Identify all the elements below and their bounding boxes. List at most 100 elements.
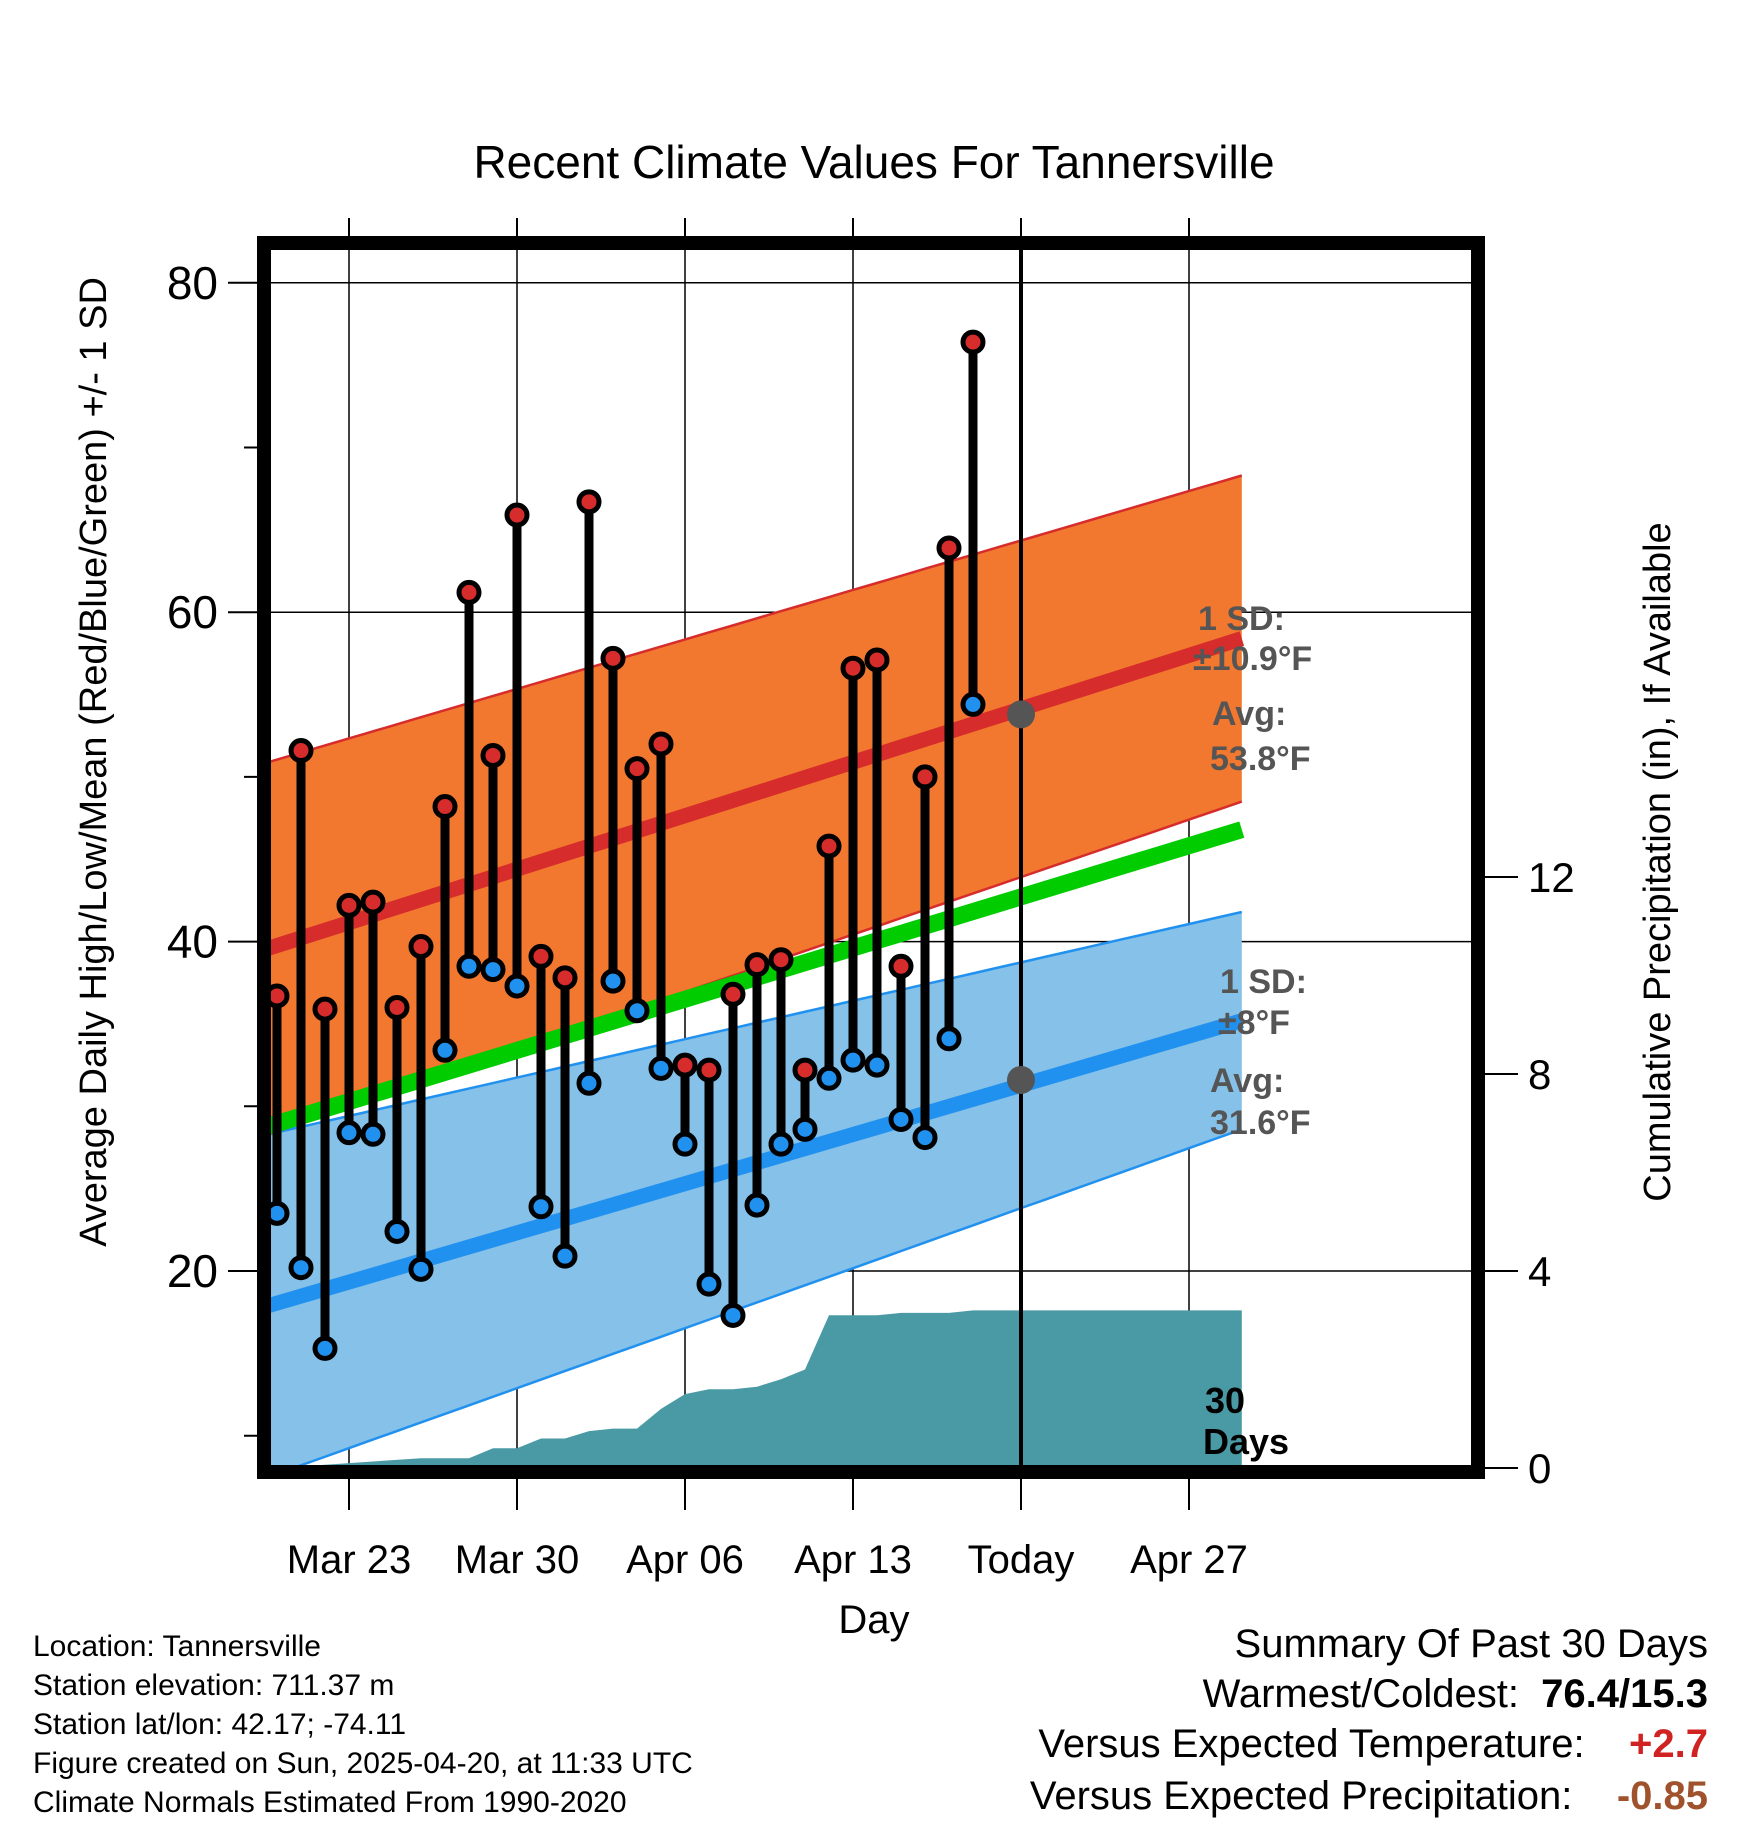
low-point-19	[720, 1302, 746, 1328]
normals-text: Climate Normals Estimated From 1990-2020	[33, 1786, 627, 1819]
low-point-9	[480, 957, 506, 983]
high-point-28	[936, 535, 962, 561]
low-point-12	[552, 1243, 578, 1269]
summary-precip-value: -0.85	[1616, 1774, 1708, 1818]
summary-temp-value: +2.7	[1629, 1722, 1708, 1766]
x-tick-label-0: Mar 23	[287, 1538, 412, 1582]
high-point-15	[624, 756, 650, 782]
low-point-22	[792, 1116, 818, 1142]
low-point-8	[456, 953, 482, 979]
low-point-25	[864, 1052, 890, 1078]
summary-heading: Summary Of Past 30 Days	[1234, 1622, 1708, 1666]
elevation-text: Station elevation: 711.37 m	[33, 1669, 395, 1702]
low-point-6	[408, 1256, 434, 1282]
x-tick-label-5: Apr 27	[1130, 1538, 1248, 1582]
low-point-29	[960, 691, 986, 717]
summary-precip-label: Versus Expected Precipitation:	[1029, 1774, 1573, 1818]
normal-high-line	[268, 631, 1245, 956]
y-axis-label-left: Average Daily High/Low/Mean (Red/Blue/Gr…	[73, 277, 115, 1247]
low-point-11	[528, 1194, 554, 1220]
x-axis-label: Day	[838, 1598, 909, 1642]
high-point-5	[384, 994, 410, 1020]
low-sd-value: ±8°F	[1218, 1004, 1290, 1042]
high-point-6	[408, 934, 434, 960]
low-point-10	[504, 973, 530, 999]
window-days-number: 30	[1205, 1380, 1245, 1421]
summary-warmest-value: 76.4/15.3	[1541, 1672, 1708, 1716]
y-left-tick-label-3: 80	[167, 257, 218, 309]
low-avg-value: 31.6°F	[1210, 1104, 1311, 1142]
high-point-21	[768, 947, 794, 973]
y-left-tick-label-1: 40	[167, 916, 218, 968]
low-sd-label: 1 SD:	[1220, 963, 1307, 1001]
y-right-tick-label-0: 0	[1528, 1445, 1551, 1492]
high-point-27	[912, 764, 938, 790]
x-tick-label-2: Apr 06	[626, 1538, 744, 1582]
normal-low-lower-edge	[289, 1128, 1243, 1468]
low-point-26	[888, 1106, 914, 1132]
high-point-24	[840, 655, 866, 681]
high-point-4	[360, 889, 386, 915]
high-point-20	[744, 952, 770, 978]
low-point-17	[672, 1131, 698, 1157]
low-point-1	[288, 1255, 314, 1281]
low-point-27	[912, 1125, 938, 1151]
y-axis-label-right: Cumulative Precipitation (in), If Availa…	[1637, 522, 1679, 1201]
low-point-16	[648, 1055, 674, 1081]
low-point-0	[268, 1200, 290, 1226]
plot-frame	[257, 236, 1485, 1479]
high-point-13	[576, 489, 602, 515]
created-text: Figure created on Sun, 2025-04-20, at 11…	[33, 1747, 693, 1780]
high-point-22	[792, 1057, 818, 1083]
y-right-tick-label-2: 8	[1528, 1051, 1551, 1098]
high-point-0	[268, 983, 290, 1009]
normal-high-upper-edge	[268, 474, 1243, 764]
high-point-14	[600, 645, 626, 671]
summary-warmest-label: Warmest/Coldest:	[1202, 1672, 1519, 1716]
low-point-5	[384, 1218, 410, 1244]
high-point-11	[528, 943, 554, 969]
low-point-15	[624, 998, 650, 1024]
latlon-text: Station lat/lon: 42.17; -74.11	[33, 1708, 407, 1741]
summary-temp: Versus Expected Temperature: +2.7	[1038, 1722, 1708, 1767]
high-point-12	[552, 965, 578, 991]
high-point-19	[720, 981, 746, 1007]
high-sd-value: ±10.9°F	[1193, 640, 1312, 678]
summary-temp-label: Versus Expected Temperature:	[1038, 1722, 1585, 1766]
high-point-3	[336, 892, 362, 918]
high-point-18	[696, 1057, 722, 1083]
high-avg-label: Avg:	[1212, 695, 1286, 733]
low-avg-label: Avg:	[1210, 1062, 1284, 1100]
high-point-17	[672, 1052, 698, 1078]
high-point-1	[288, 738, 314, 764]
y-left-tick-label-0: 20	[167, 1245, 218, 1297]
normal-high-sd-band	[268, 475, 1242, 1135]
low-avg-marker	[1007, 1065, 1035, 1094]
x-tick-label-3: Apr 13	[794, 1538, 912, 1582]
high-avg-value: 53.8°F	[1210, 740, 1311, 778]
high-point-23	[816, 833, 842, 859]
low-point-28	[936, 1026, 962, 1052]
precip-area	[277, 1310, 1242, 1468]
high-point-29	[960, 329, 986, 355]
high-point-9	[480, 742, 506, 768]
high-point-2	[312, 996, 338, 1022]
high-point-8	[456, 579, 482, 605]
low-point-21	[768, 1131, 794, 1157]
high-point-7	[432, 794, 458, 820]
low-point-7	[432, 1037, 458, 1063]
low-point-18	[696, 1271, 722, 1297]
high-point-26	[888, 953, 914, 979]
high-point-25	[864, 647, 890, 673]
location-text: Location: Tannersville	[33, 1630, 321, 1663]
y-right-tick-label-3: 12	[1528, 854, 1575, 901]
low-point-13	[576, 1070, 602, 1096]
window-days-unit: Days	[1203, 1421, 1289, 1462]
low-point-3	[336, 1120, 362, 1146]
x-tick-label-1: Mar 30	[455, 1538, 580, 1582]
x-tick-label-4: Today	[968, 1538, 1075, 1582]
low-point-2	[312, 1335, 338, 1361]
